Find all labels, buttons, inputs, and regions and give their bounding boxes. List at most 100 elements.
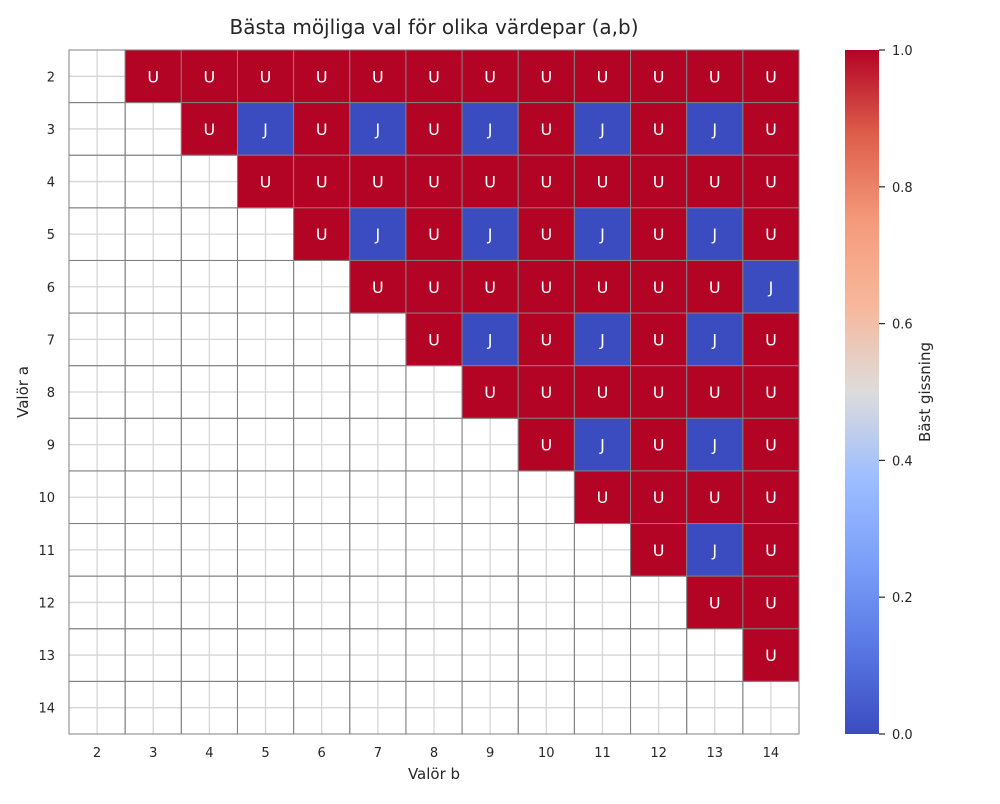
cell-annotation: U xyxy=(428,225,440,244)
heatmap-cell xyxy=(405,154,463,209)
heatmap-cell xyxy=(686,49,744,104)
heatmap-cell xyxy=(461,102,519,156)
heatmap-cell xyxy=(236,49,295,104)
y-tick-label: 5 xyxy=(47,228,55,243)
cell-annotation: U xyxy=(484,383,496,402)
heatmap-cell xyxy=(517,259,575,314)
heatmap-cell xyxy=(630,49,688,104)
cell-annotation: U xyxy=(372,173,384,192)
colorbar-tick-label: 0.6 xyxy=(892,318,913,333)
cell-annotation: U xyxy=(653,67,665,86)
cell-annotation: U xyxy=(765,646,777,665)
heatmap-cell xyxy=(573,312,632,367)
cell-annotation: U xyxy=(653,488,665,507)
cell-annotation: J xyxy=(711,330,717,349)
x-tick-label: 3 xyxy=(149,746,157,761)
cell-annotation: U xyxy=(709,593,721,612)
cell-annotation: U xyxy=(260,67,272,86)
heatmap-cell xyxy=(630,523,688,577)
colorbar-tick-label: 1.0 xyxy=(892,44,913,59)
cell-annotation: U xyxy=(372,67,384,86)
heatmap-cell xyxy=(517,312,575,367)
cell-annotation: U xyxy=(765,436,777,455)
heatmap-cell xyxy=(742,523,800,577)
cell-annotation: U xyxy=(709,383,721,402)
heatmap-cell xyxy=(742,207,800,261)
cell-annotation: U xyxy=(765,593,777,612)
heatmap-cell xyxy=(742,312,800,367)
colorbar-tick-label: 0.8 xyxy=(892,181,913,196)
colorbar-tick-label: 0.0 xyxy=(892,728,913,743)
chart-title: Bästa möjliga val för olika värdepar (a,… xyxy=(229,15,638,39)
heatmap-cell xyxy=(686,102,744,156)
cell-annotation: U xyxy=(653,383,665,402)
colorbar-tick-label: 0.4 xyxy=(892,454,913,469)
cell-annotation: J xyxy=(599,225,605,244)
heatmap-cell xyxy=(349,49,407,104)
heatmap-cell xyxy=(517,417,575,472)
x-tick-label: 14 xyxy=(763,746,780,761)
y-tick-label: 13 xyxy=(38,649,55,664)
x-tick-label: 4 xyxy=(205,746,213,761)
cell-annotation: U xyxy=(540,330,552,349)
heatmap-cell xyxy=(124,49,182,104)
x-tick-label: 12 xyxy=(650,746,667,761)
cell-annotation: J xyxy=(487,330,493,349)
heatmap-cell xyxy=(686,312,744,367)
cell-annotation: U xyxy=(653,330,665,349)
colorbar xyxy=(845,50,879,734)
cell-annotation: U xyxy=(709,173,721,192)
heatmap-cell xyxy=(573,470,632,525)
x-tick-label: 11 xyxy=(594,746,611,761)
cell-annotation: J xyxy=(599,436,605,455)
heatmap-cell xyxy=(180,102,238,156)
cell-annotation: J xyxy=(711,541,717,560)
y-tick-label: 4 xyxy=(47,176,55,191)
cell-annotation: U xyxy=(316,173,328,192)
y-tick-label: 3 xyxy=(47,123,55,138)
heatmap-cell xyxy=(405,259,463,314)
cell-annotation: U xyxy=(709,278,721,297)
heatmap-cell xyxy=(517,102,575,156)
cell-annotation: U xyxy=(765,488,777,507)
cell-annotation: U xyxy=(597,488,609,507)
y-axis-label: Valör a xyxy=(14,366,32,418)
cell-annotation: U xyxy=(653,225,665,244)
cell-annotation: U xyxy=(653,173,665,192)
heatmap-cell xyxy=(461,365,519,419)
cell-annotation: J xyxy=(711,120,717,139)
cell-annotation: U xyxy=(709,488,721,507)
cell-annotation: J xyxy=(487,225,493,244)
x-tick-label: 5 xyxy=(261,746,269,761)
heatmap-cell xyxy=(630,365,688,419)
heatmap-cell xyxy=(686,575,744,630)
cell-annotation: J xyxy=(487,120,493,139)
heatmap-cell xyxy=(630,417,688,472)
cell-annotation: U xyxy=(597,173,609,192)
heatmap-cell xyxy=(742,102,800,156)
cell-annotation: U xyxy=(428,67,440,86)
x-tick-label: 13 xyxy=(706,746,723,761)
y-tick-label: 7 xyxy=(47,333,55,348)
y-tick-label: 10 xyxy=(38,491,55,506)
cell-annotation: J xyxy=(262,120,268,139)
y-tick-label: 9 xyxy=(47,439,55,454)
y-tick-label: 8 xyxy=(47,386,55,401)
cell-annotation: U xyxy=(653,541,665,560)
x-tick-label: 10 xyxy=(538,746,555,761)
heatmap-cell xyxy=(349,102,407,156)
cell-annotation: U xyxy=(765,67,777,86)
heatmap-cell xyxy=(461,259,519,314)
colorbar-tick-label: 0.2 xyxy=(892,591,913,606)
heatmap-cell xyxy=(630,207,688,261)
heatmap-cell xyxy=(573,49,632,104)
cell-annotation: U xyxy=(765,225,777,244)
cell-annotation: U xyxy=(709,67,721,86)
heatmap-cell xyxy=(686,470,744,525)
cell-annotation: U xyxy=(765,120,777,139)
heatmap-cell xyxy=(461,312,519,367)
cell-annotation: J xyxy=(374,120,380,139)
y-tick-label: 12 xyxy=(38,596,55,611)
cell-annotation: U xyxy=(428,278,440,297)
heatmap-cell xyxy=(461,154,519,209)
